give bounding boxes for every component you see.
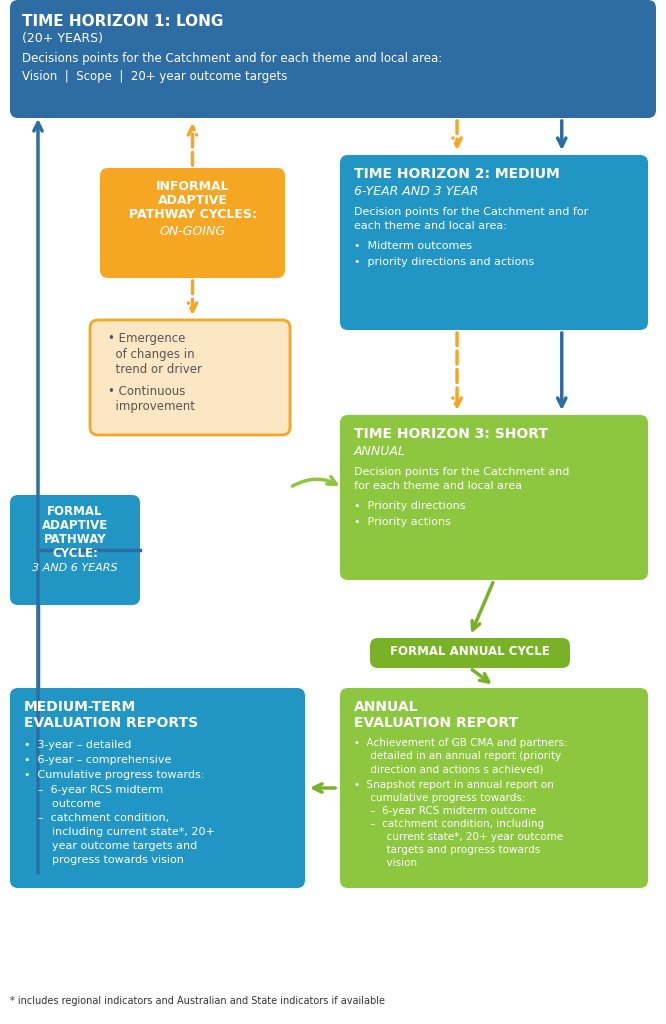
Text: •  6-year – comprehensive: • 6-year – comprehensive xyxy=(24,755,171,765)
FancyBboxPatch shape xyxy=(100,168,285,278)
FancyBboxPatch shape xyxy=(10,495,140,605)
Text: current state*, 20+ year outcome: current state*, 20+ year outcome xyxy=(354,831,563,842)
FancyBboxPatch shape xyxy=(90,319,290,435)
Text: including current state*, 20+: including current state*, 20+ xyxy=(24,827,215,837)
Text: –  catchment condition,: – catchment condition, xyxy=(24,813,169,823)
Text: PATHWAY: PATHWAY xyxy=(44,534,107,546)
Text: EVALUATION REPORT: EVALUATION REPORT xyxy=(354,716,518,730)
Text: Vision  |  Scope  |  20+ year outcome targets: Vision | Scope | 20+ year outcome target… xyxy=(22,70,287,83)
Text: PATHWAY CYCLES:: PATHWAY CYCLES: xyxy=(129,208,256,221)
Text: ADAPTIVE: ADAPTIVE xyxy=(158,194,227,207)
FancyBboxPatch shape xyxy=(10,688,305,888)
Text: outcome: outcome xyxy=(24,799,101,809)
Text: –  6-year RCS midterm: – 6-year RCS midterm xyxy=(24,785,163,795)
FancyBboxPatch shape xyxy=(340,688,648,888)
Text: detailed in an annual report (priority: detailed in an annual report (priority xyxy=(354,751,561,761)
FancyBboxPatch shape xyxy=(370,638,570,668)
Text: year outcome targets and: year outcome targets and xyxy=(24,841,197,851)
Text: targets and progress towards: targets and progress towards xyxy=(354,845,540,855)
Text: ANNUAL: ANNUAL xyxy=(354,700,418,714)
FancyBboxPatch shape xyxy=(10,0,656,118)
Text: • Continuous: • Continuous xyxy=(108,385,185,398)
Text: ON-GOING: ON-GOING xyxy=(159,225,226,238)
Text: TIME HORIZON 3: SHORT: TIME HORIZON 3: SHORT xyxy=(354,427,548,441)
Text: direction and actions s achieved): direction and actions s achieved) xyxy=(354,764,543,774)
Text: INFORMAL: INFORMAL xyxy=(156,180,229,193)
Text: ADAPTIVE: ADAPTIVE xyxy=(42,519,108,532)
Text: Decision points for the Catchment and for: Decision points for the Catchment and fo… xyxy=(354,207,588,217)
Text: •  Priority directions: • Priority directions xyxy=(354,501,466,511)
Text: –  catchment condition, including: – catchment condition, including xyxy=(354,819,544,829)
Text: •  Cumulative progress towards:: • Cumulative progress towards: xyxy=(24,770,204,780)
FancyBboxPatch shape xyxy=(340,155,648,330)
Text: •  3-year – detailed: • 3-year – detailed xyxy=(24,740,131,750)
Text: TIME HORIZON 2: MEDIUM: TIME HORIZON 2: MEDIUM xyxy=(354,167,559,181)
Text: FORMAL: FORMAL xyxy=(47,505,103,518)
Text: improvement: improvement xyxy=(108,400,195,413)
Text: –  6-year RCS midterm outcome: – 6-year RCS midterm outcome xyxy=(354,806,536,816)
FancyBboxPatch shape xyxy=(340,415,648,580)
Text: 3 AND 6 YEARS: 3 AND 6 YEARS xyxy=(32,563,118,573)
Text: • Emergence: • Emergence xyxy=(108,332,185,345)
Text: •  Achievement of GB CMA and partners:: • Achievement of GB CMA and partners: xyxy=(354,738,567,748)
Text: trend or driver: trend or driver xyxy=(108,362,202,376)
Text: MEDIUM-TERM: MEDIUM-TERM xyxy=(24,700,137,714)
Text: (20+ YEARS): (20+ YEARS) xyxy=(22,32,103,45)
Text: each theme and local area:: each theme and local area: xyxy=(354,221,507,231)
Text: •  Priority actions: • Priority actions xyxy=(354,517,451,527)
Text: •  priority directions and actions: • priority directions and actions xyxy=(354,257,534,267)
Text: FORMAL ANNUAL CYCLE: FORMAL ANNUAL CYCLE xyxy=(390,645,550,658)
Text: of changes in: of changes in xyxy=(108,348,194,361)
Text: progress towards vision: progress towards vision xyxy=(24,855,184,865)
Text: * includes regional indicators and Australian and State indicators if available: * includes regional indicators and Austr… xyxy=(10,996,385,1006)
Text: Decision points for the Catchment and: Decision points for the Catchment and xyxy=(354,467,569,477)
Text: Decisions points for the Catchment and for each theme and local area:: Decisions points for the Catchment and f… xyxy=(22,52,442,65)
Text: vision: vision xyxy=(354,858,417,868)
Text: CYCLE:: CYCLE: xyxy=(52,547,98,560)
Text: cumulative progress towards:: cumulative progress towards: xyxy=(354,793,525,803)
Text: ANNUAL: ANNUAL xyxy=(354,445,406,458)
Text: 6-YEAR AND 3 YEAR: 6-YEAR AND 3 YEAR xyxy=(354,185,478,198)
FancyBboxPatch shape xyxy=(90,319,290,435)
Text: •  Midterm outcomes: • Midterm outcomes xyxy=(354,241,472,251)
Text: TIME HORIZON 1: LONG: TIME HORIZON 1: LONG xyxy=(22,14,223,29)
Text: •  Snapshot report in annual report on: • Snapshot report in annual report on xyxy=(354,780,554,790)
Text: EVALUATION REPORTS: EVALUATION REPORTS xyxy=(24,716,198,730)
Text: for each theme and local area: for each theme and local area xyxy=(354,481,522,490)
